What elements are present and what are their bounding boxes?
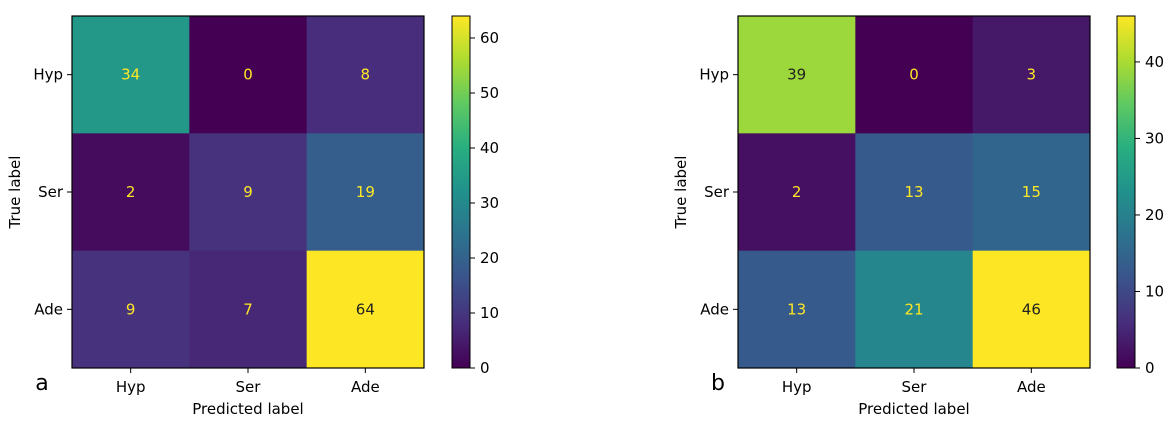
y-tick-label: Ade [700,300,729,318]
cell-Hyp-Ser [855,16,974,134]
cell-Ade-Ser [855,250,974,369]
cell-value-label: 0 [243,66,253,84]
colorbar-tick-label: 30 [480,194,499,212]
matrix-cells [738,16,1091,369]
cell-Ade-Hyp [738,250,856,369]
colorbar-tick-label: 40 [1145,53,1164,71]
colorbar-tick-label: 0 [1145,359,1155,377]
x-tick-label: Ade [1017,378,1046,396]
colorbar-tick-label: 10 [480,304,499,322]
panel-label: b [711,371,725,396]
colorbar-tick-label: 20 [1145,206,1164,224]
cell-Ade-Ser [189,250,308,369]
colorbar: 0 10 20 30 40 50 60 [451,15,499,377]
cell-Ser-Ade [306,133,425,252]
cell-value-label: 7 [243,300,253,318]
y-tick-label: Ser [38,183,64,201]
cell-value-label: 19 [356,183,375,201]
cell-value-label: 13 [904,183,923,201]
cell-value-labels: 34 0 82 9 199 7 64 [121,66,375,319]
cell-value-label: 0 [909,66,919,84]
cell-Ser-Ser [855,133,974,252]
cell-Hyp-Ser [189,16,308,134]
colorbar-tick-label: 60 [480,29,499,47]
cell-value-label: 2 [792,183,802,201]
matrix-cells [72,16,425,369]
colorbar-tick-label: 30 [1145,129,1164,147]
cell-value-label: 39 [787,66,806,84]
colorbar-tick-label: 50 [480,84,499,102]
cell-Hyp-Hyp [72,16,190,134]
x-tick-label: Ade [351,378,380,396]
cell-value-label: 9 [126,300,136,318]
cell-Ade-Ade [306,250,425,369]
y-tick-label: Hyp [33,66,63,84]
cell-value-label: 8 [361,66,371,84]
cell-value-label: 9 [243,183,253,201]
y-axis-label: True label [672,156,690,230]
colorbar-gradient [1116,15,1136,369]
colorbar-tick-label: 40 [480,139,499,157]
panel-label: a [35,371,48,396]
colorbar-gradient [451,15,471,369]
cell-value-label: 21 [904,300,923,318]
cell-Ade-Hyp [72,250,190,369]
x-axis-label: Predicted label [858,400,969,418]
y-tick-label: Ser [704,183,730,201]
x-tick-label: Hyp [116,378,146,396]
cell-value-label: 13 [787,300,806,318]
colorbar-tick-label: 10 [1145,282,1164,300]
cell-value-label: 15 [1022,183,1041,201]
x-tick-label: Ser [236,378,262,396]
panel-b: 39 0 3 2 13 15 13 21 46 Hyp Ser Ade Hyp Ser Ade Predict… [672,15,1164,418]
cell-Hyp-Ade [306,16,425,134]
cell-value-labels: 39 0 3 2 13 15 13 21 46 [787,66,1041,319]
cell-value-label: 64 [356,300,375,318]
cell-value-label: 46 [1022,300,1041,318]
colorbar-tick-label: 20 [480,249,499,267]
cell-Ser-Ade [972,133,1091,252]
cell-Ser-Hyp [72,133,190,252]
cell-Ade-Ade [972,250,1091,369]
x-tick-label: Ser [902,378,928,396]
colorbar-tick-label: 0 [480,359,490,377]
x-tick-label: Hyp [782,378,812,396]
cell-Ser-Ser [189,133,308,252]
cell-value-label: 34 [121,66,140,84]
x-axis-label: Predicted label [192,400,303,418]
cell-Hyp-Hyp [738,16,856,134]
cell-value-label: 3 [1027,66,1037,84]
cell-Ser-Hyp [738,133,856,252]
cell-value-label: 2 [126,183,136,201]
y-tick-label: Hyp [699,66,729,84]
cell-Hyp-Ade [972,16,1091,134]
y-tick-label: Ade [34,300,63,318]
colorbar: 0 10 20 30 40 [1116,15,1164,377]
y-axis-label: True label [6,156,24,230]
